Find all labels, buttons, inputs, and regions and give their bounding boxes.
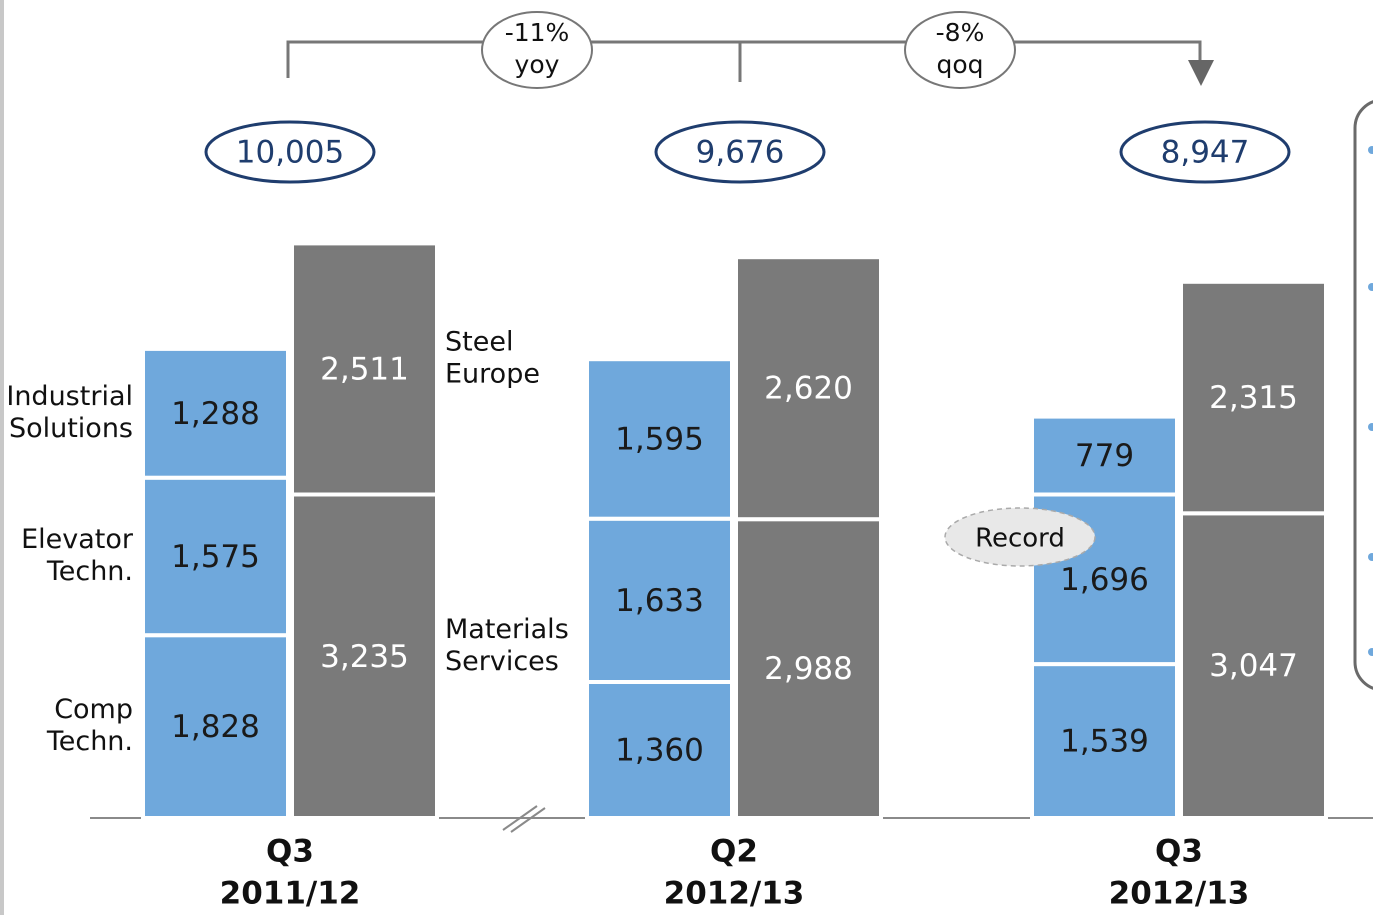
- bar-segment: [141, 475, 290, 638]
- value-label: 1,539: [1060, 724, 1149, 760]
- total-bubble: [654, 120, 826, 184]
- total-bubble: [204, 120, 376, 184]
- x-tick-label: 2011/12: [220, 876, 361, 912]
- value-label: 1,696: [1060, 562, 1149, 598]
- bar-segment: [1179, 279, 1328, 516]
- value-label: 1,575: [171, 539, 260, 575]
- bar-segment: [734, 255, 883, 522]
- annotation: qoq: [936, 50, 983, 79]
- value-label: 2,988: [764, 651, 853, 687]
- bar-segment: [141, 346, 290, 480]
- bar-segment: [1030, 662, 1179, 820]
- record-bubble: [944, 507, 1096, 567]
- series-label: Industrial: [6, 381, 133, 412]
- value-label: 3,047: [1209, 648, 1298, 684]
- value-label: 1,288: [171, 396, 260, 432]
- bar-segment: [734, 517, 883, 820]
- value-label: 779: [1075, 438, 1134, 474]
- bar-segment: [585, 357, 734, 521]
- series-label: Techn.: [46, 556, 133, 587]
- bar-segment: [585, 680, 734, 820]
- series-label: Solutions: [9, 413, 133, 444]
- bar-segment: [1179, 511, 1328, 820]
- series-label: Techn.: [46, 726, 133, 757]
- bar-segment: [585, 516, 734, 685]
- bar-segment: [1030, 414, 1179, 497]
- bar-segment: [141, 633, 290, 821]
- axis-break: [502, 805, 546, 833]
- side-panel: [1353, 100, 1373, 690]
- series-label: Materials: [445, 614, 569, 645]
- series-label: Comp: [54, 694, 133, 725]
- total-label: 10,005: [236, 135, 344, 171]
- x-tick-label: 2012/13: [664, 876, 805, 912]
- annotation: yoy: [515, 50, 560, 79]
- bracket: [286, 40, 1202, 82]
- value-label: 3,235: [320, 639, 409, 675]
- value-label: 1,595: [615, 421, 704, 457]
- total-bubble: [1119, 120, 1291, 184]
- series-label: Elevator: [21, 524, 134, 555]
- value-label: 2,620: [764, 371, 853, 407]
- arrow-head: [1188, 60, 1214, 86]
- annotation: -8%: [936, 18, 985, 47]
- x-tick-label: Q2: [710, 834, 758, 870]
- left-border: [0, 0, 4, 915]
- value-label: 2,511: [320, 351, 409, 387]
- total-label: 8,947: [1161, 135, 1250, 171]
- value-label: 1,828: [171, 709, 260, 745]
- annotation: Record: [975, 524, 1065, 554]
- x-tick-label: Q3: [266, 834, 314, 870]
- value-label: 1,360: [615, 733, 704, 769]
- total-label: 9,676: [696, 135, 785, 171]
- side-bullets: [1368, 146, 1373, 656]
- x-tick-label: Q3: [1155, 834, 1203, 870]
- value-label: 1,633: [615, 583, 704, 619]
- series-label: Europe: [445, 358, 540, 389]
- bar-segment: [290, 241, 439, 497]
- change-bubble: [481, 11, 593, 89]
- series-label: Steel: [445, 326, 513, 357]
- x-tick-label: 2012/13: [1109, 876, 1250, 912]
- series-label: Services: [445, 646, 559, 677]
- change-bubble: [904, 11, 1016, 89]
- value-label: 2,315: [1209, 380, 1298, 416]
- annotation: -11%: [505, 18, 570, 47]
